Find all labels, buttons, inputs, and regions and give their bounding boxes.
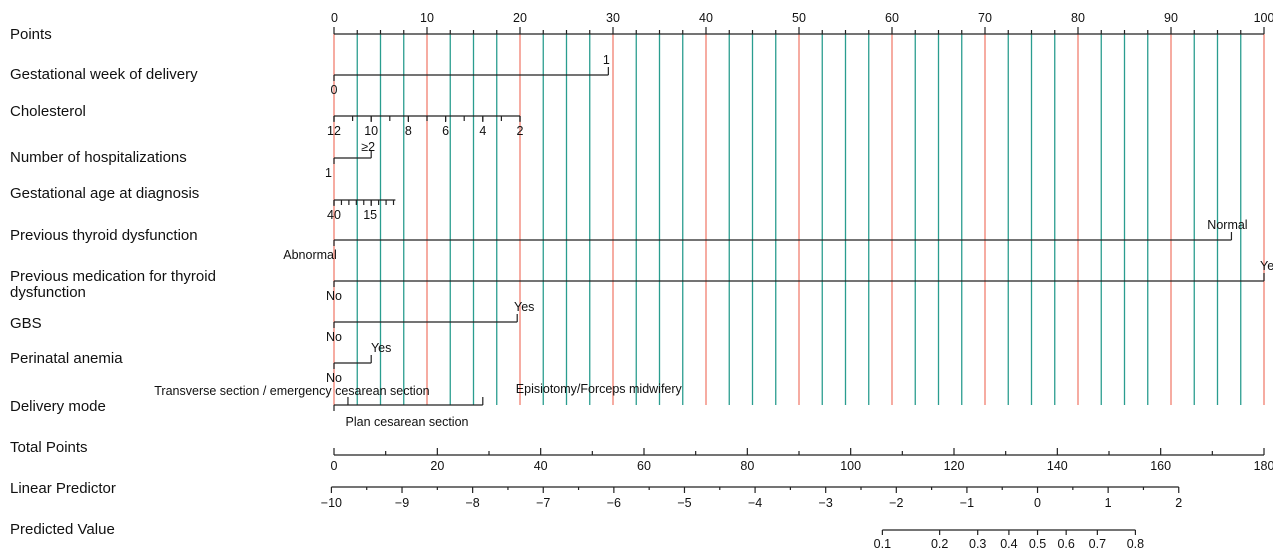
points-axis-label: Points bbox=[10, 26, 52, 43]
linear-predictor-tick-label: −9 bbox=[395, 496, 409, 510]
row-2-tick-label: 8 bbox=[405, 124, 412, 138]
total-points-tick-label: 80 bbox=[740, 459, 754, 473]
row-6-label: Previous medication for thyroid bbox=[10, 268, 216, 285]
linear-predictor-tick-label: −7 bbox=[536, 496, 550, 510]
predicted-value-tick-label: 0.1 bbox=[874, 537, 891, 550]
linear-predictor-tick-label: −8 bbox=[466, 496, 480, 510]
total-points-tick-label: 0 bbox=[331, 459, 338, 473]
points-tick-label: 80 bbox=[1071, 11, 1085, 25]
row-4-tick-label: 15 bbox=[363, 208, 377, 222]
linear-predictor-tick-label: −10 bbox=[321, 496, 342, 510]
total-points-tick-label: 140 bbox=[1047, 459, 1068, 473]
linear-predictor-tick-label: −1 bbox=[960, 496, 974, 510]
row-5-tick-label: Abnormal bbox=[283, 248, 337, 262]
row-2-tick-label: 4 bbox=[479, 124, 486, 138]
predicted-value-tick-label: 0.8 bbox=[1127, 537, 1144, 550]
linear-predictor-tick-label: −4 bbox=[748, 496, 762, 510]
row-7-tick-label: No bbox=[326, 330, 342, 344]
points-tick-label: 50 bbox=[792, 11, 806, 25]
total-points-tick-label: 120 bbox=[944, 459, 965, 473]
points-tick-label: 20 bbox=[513, 11, 527, 25]
row-4-tick-label: 40 bbox=[327, 208, 341, 222]
axes bbox=[330, 27, 1265, 535]
points-tick-label: 70 bbox=[978, 11, 992, 25]
points-tick-label: 100 bbox=[1254, 11, 1273, 25]
row-3-label: Number of hospitalizations bbox=[10, 149, 187, 166]
predicted-value-tick-label: 0.6 bbox=[1057, 537, 1074, 550]
points-tick-label: 90 bbox=[1164, 11, 1178, 25]
points-tick-label: 30 bbox=[606, 11, 620, 25]
row-2-tick-label: 2 bbox=[517, 124, 524, 138]
predicted-value-tick-label: 0.4 bbox=[1000, 537, 1017, 550]
row-8-tick-label: Yes bbox=[371, 341, 391, 355]
row-2-tick-label: 12 bbox=[327, 124, 341, 138]
row-1-tick-label: 1 bbox=[603, 53, 610, 67]
row-6-label: dysfunction bbox=[10, 284, 86, 301]
row-9-label: Delivery mode bbox=[10, 398, 106, 415]
total-points-tick-label: 160 bbox=[1150, 459, 1171, 473]
total-points-label: Total Points bbox=[10, 439, 88, 456]
reference-gridlines bbox=[333, 34, 1265, 405]
row-7-label: GBS bbox=[10, 315, 42, 332]
predicted-value-tick-label: 0.2 bbox=[931, 537, 948, 550]
row-1-label: Gestational week of delivery bbox=[10, 66, 198, 83]
total-points-tick-label: 180 bbox=[1254, 459, 1273, 473]
row-2-tick-label: 6 bbox=[442, 124, 449, 138]
row-1-tick-label: 0 bbox=[331, 83, 338, 97]
predicted-value-tick-label: 0.3 bbox=[969, 537, 986, 550]
row-4-label: Gestational age at diagnosis bbox=[10, 185, 199, 202]
linear-predictor-tick-label: −6 bbox=[607, 496, 621, 510]
total-points-tick-label: 20 bbox=[430, 459, 444, 473]
row-2-label: Cholesterol bbox=[10, 103, 86, 120]
linear-predictor-tick-label: 1 bbox=[1105, 496, 1112, 510]
row-8-label: Perinatal anemia bbox=[10, 350, 123, 367]
linear-predictor-tick-label: 2 bbox=[1175, 496, 1182, 510]
total-points-tick-label: 100 bbox=[840, 459, 861, 473]
linear-predictor-tick-label: −2 bbox=[889, 496, 903, 510]
linear-predictor-tick-label: −5 bbox=[677, 496, 691, 510]
row-9-tick-label: Plan cesarean section bbox=[346, 415, 469, 429]
points-tick-label: 0 bbox=[331, 11, 338, 25]
points-tick-label: 10 bbox=[420, 11, 434, 25]
predicted-value-tick-label: 0.7 bbox=[1089, 537, 1106, 550]
row-5-label: Previous thyroid dysfunction bbox=[10, 227, 198, 244]
points-tick-label: 40 bbox=[699, 11, 713, 25]
row-2-tick-label: 10 bbox=[364, 124, 378, 138]
row-labels: Points Gestational week of delivery Choles… bbox=[10, 26, 216, 538]
row-8-tick-label: No bbox=[326, 371, 342, 385]
row-3-tick-label: 1 bbox=[325, 166, 332, 180]
row-9-tick-label: Transverse section / emergency cesarean … bbox=[154, 384, 429, 398]
total-points-tick-label: 40 bbox=[534, 459, 548, 473]
predicted-value-label: Predicted Value bbox=[10, 521, 115, 538]
total-points-tick-label: 60 bbox=[637, 459, 651, 473]
linear-predictor-tick-label: 0 bbox=[1034, 496, 1041, 510]
row-6-tick-label: No bbox=[326, 289, 342, 303]
linear-predictor-label: Linear Predictor bbox=[10, 480, 116, 497]
row-9-tick-label: Episiotomy/Forceps midwifery bbox=[516, 382, 683, 396]
row-6-tick-label: Yes bbox=[1260, 259, 1273, 273]
row-3-tick-label: ≥2 bbox=[361, 140, 375, 154]
linear-predictor-tick-label: −3 bbox=[819, 496, 833, 510]
points-tick-label: 60 bbox=[885, 11, 899, 25]
predicted-value-tick-label: 0.5 bbox=[1029, 537, 1046, 550]
row-7-tick-label: Yes bbox=[514, 300, 534, 314]
row-5-tick-label: Normal bbox=[1207, 218, 1247, 232]
